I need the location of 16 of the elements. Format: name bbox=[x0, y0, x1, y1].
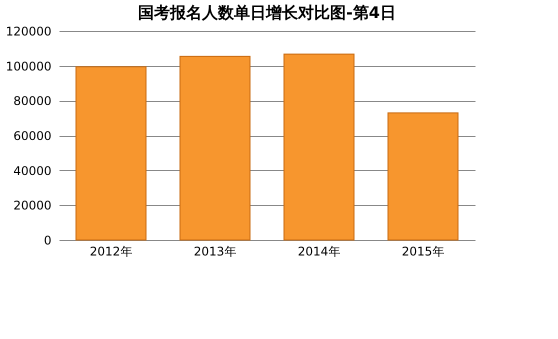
bar bbox=[76, 66, 146, 240]
y-tick-label: 0 bbox=[44, 234, 52, 248]
x-tick-label: 2013年 bbox=[194, 244, 236, 258]
y-tick-label: 20000 bbox=[13, 198, 52, 213]
bar bbox=[284, 54, 354, 240]
x-tick-label: 2015年 bbox=[402, 244, 444, 258]
x-tick-label: 2014年 bbox=[298, 244, 340, 258]
y-tick-label: 100000 bbox=[6, 59, 52, 74]
y-tick-label: 60000 bbox=[13, 129, 52, 143]
x-tick-label: 2012年 bbox=[90, 244, 132, 258]
bar bbox=[180, 56, 250, 240]
bar bbox=[388, 112, 458, 240]
y-tick-label: 40000 bbox=[13, 164, 52, 178]
chart-title: 国考报名人数单日增长对比图-第4日 bbox=[138, 3, 396, 22]
y-tick-label: 80000 bbox=[13, 94, 52, 108]
y-tick-label: 120000 bbox=[6, 24, 52, 38]
